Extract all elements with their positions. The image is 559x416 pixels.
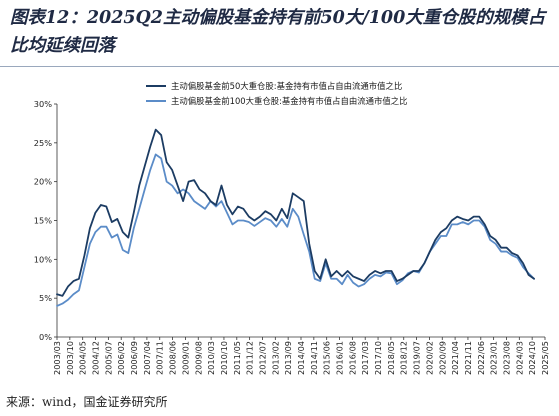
title-divider <box>0 66 559 67</box>
x-tick-label: 2009/08 <box>193 341 203 375</box>
x-tick-label: 2014/11 <box>309 341 319 375</box>
y-tick-label: 0% <box>39 332 52 342</box>
x-tick-label: 2013/02 <box>270 341 280 375</box>
x-tick-label: 2006/09 <box>129 341 139 375</box>
x-tick-label: 2022/06 <box>476 341 486 375</box>
x-tick-label: 2016/01 <box>335 341 345 375</box>
y-tick-label: 30% <box>34 99 52 109</box>
x-tick-label: 2004/05 <box>78 341 88 375</box>
x-tick-label: 2013/09 <box>283 341 293 375</box>
x-tick-label: 2023/01 <box>489 341 499 375</box>
x-tick-label: 2019/07 <box>412 341 422 375</box>
series-layer <box>56 128 535 307</box>
x-tick-label: 2009/01 <box>180 341 190 375</box>
x-tick-label: 2008/06 <box>168 341 178 375</box>
x-tick-label: 2003/10 <box>65 341 75 375</box>
x-tick-label: 2020/09 <box>437 341 447 375</box>
y-tick-label: 5% <box>39 293 52 303</box>
x-tick-label: 2024/10 <box>527 341 537 375</box>
x-tick-label: 2021/11 <box>463 341 473 375</box>
legend-label-series-2: 主动偏股基金前100大重仓股:基金持有市值占自由流通市值之比 <box>171 96 408 106</box>
x-tick-label: 2011/05 <box>232 341 242 375</box>
x-tick-label: 2015/06 <box>322 341 332 375</box>
legend-label-series-1: 主动偏股基金前50大重仓股:基金持有市值占自由流通市值之比 <box>171 81 402 91</box>
line-chart: 主动偏股基金前50大重仓股:基金持有市值占自由流通市值之比 主动偏股基金前100… <box>34 81 550 375</box>
x-tick-label: 2018/05 <box>386 341 396 375</box>
x-tick-label: 2024/03 <box>514 341 524 375</box>
x-tick-label: 2017/03 <box>360 341 370 375</box>
series-line-1 <box>56 128 535 297</box>
y-tick-label: 20% <box>34 177 52 187</box>
legend: 主动偏股基金前50大重仓股:基金持有市值占自由流通市值之比 主动偏股基金前100… <box>146 81 408 106</box>
source-note: 来源：wind，国金证券研究所 <box>6 395 168 409</box>
x-tick-label: 2025/05 <box>540 341 550 375</box>
x-axis: 2003/03 2003/10 2004/05 2004/12 2005/07 2006/… <box>52 336 550 375</box>
figure-title: 图表12：2025Q2主动偏股基金持有前50大/100大重仓股的规模占比均延续回… <box>10 8 546 56</box>
y-tick-label: 15% <box>34 216 52 226</box>
x-tick-label: 2014/04 <box>296 341 306 375</box>
series-line-2 <box>56 153 535 307</box>
y-axis: 0% 5% 10% 15% 20% 25% 30% <box>34 99 58 342</box>
x-tick-label: 2021/04 <box>450 341 460 375</box>
x-tick-label: 2006/02 <box>116 341 126 375</box>
x-tick-label: 2017/10 <box>373 341 383 375</box>
x-tick-label: 2004/12 <box>91 341 101 375</box>
x-tick-label: 2010/10 <box>219 341 229 375</box>
x-tick-label: 2020/02 <box>424 341 434 375</box>
x-tick-label: 2012/07 <box>257 341 267 375</box>
x-tick-label: 2016/08 <box>347 341 357 375</box>
y-tick-label: 25% <box>34 138 52 148</box>
x-tick-label: 2010/03 <box>206 341 216 375</box>
x-tick-label: 2007/04 <box>142 341 152 375</box>
x-tick-label: 2003/03 <box>52 341 62 375</box>
x-tick-label: 2018/12 <box>399 341 409 375</box>
x-tick-label: 2023/08 <box>501 341 511 375</box>
x-tick-label: 2007/11 <box>155 341 165 375</box>
x-tick-label: 2011/12 <box>245 341 255 375</box>
x-tick-label: 2005/07 <box>103 341 113 375</box>
y-tick-label: 10% <box>34 254 52 264</box>
